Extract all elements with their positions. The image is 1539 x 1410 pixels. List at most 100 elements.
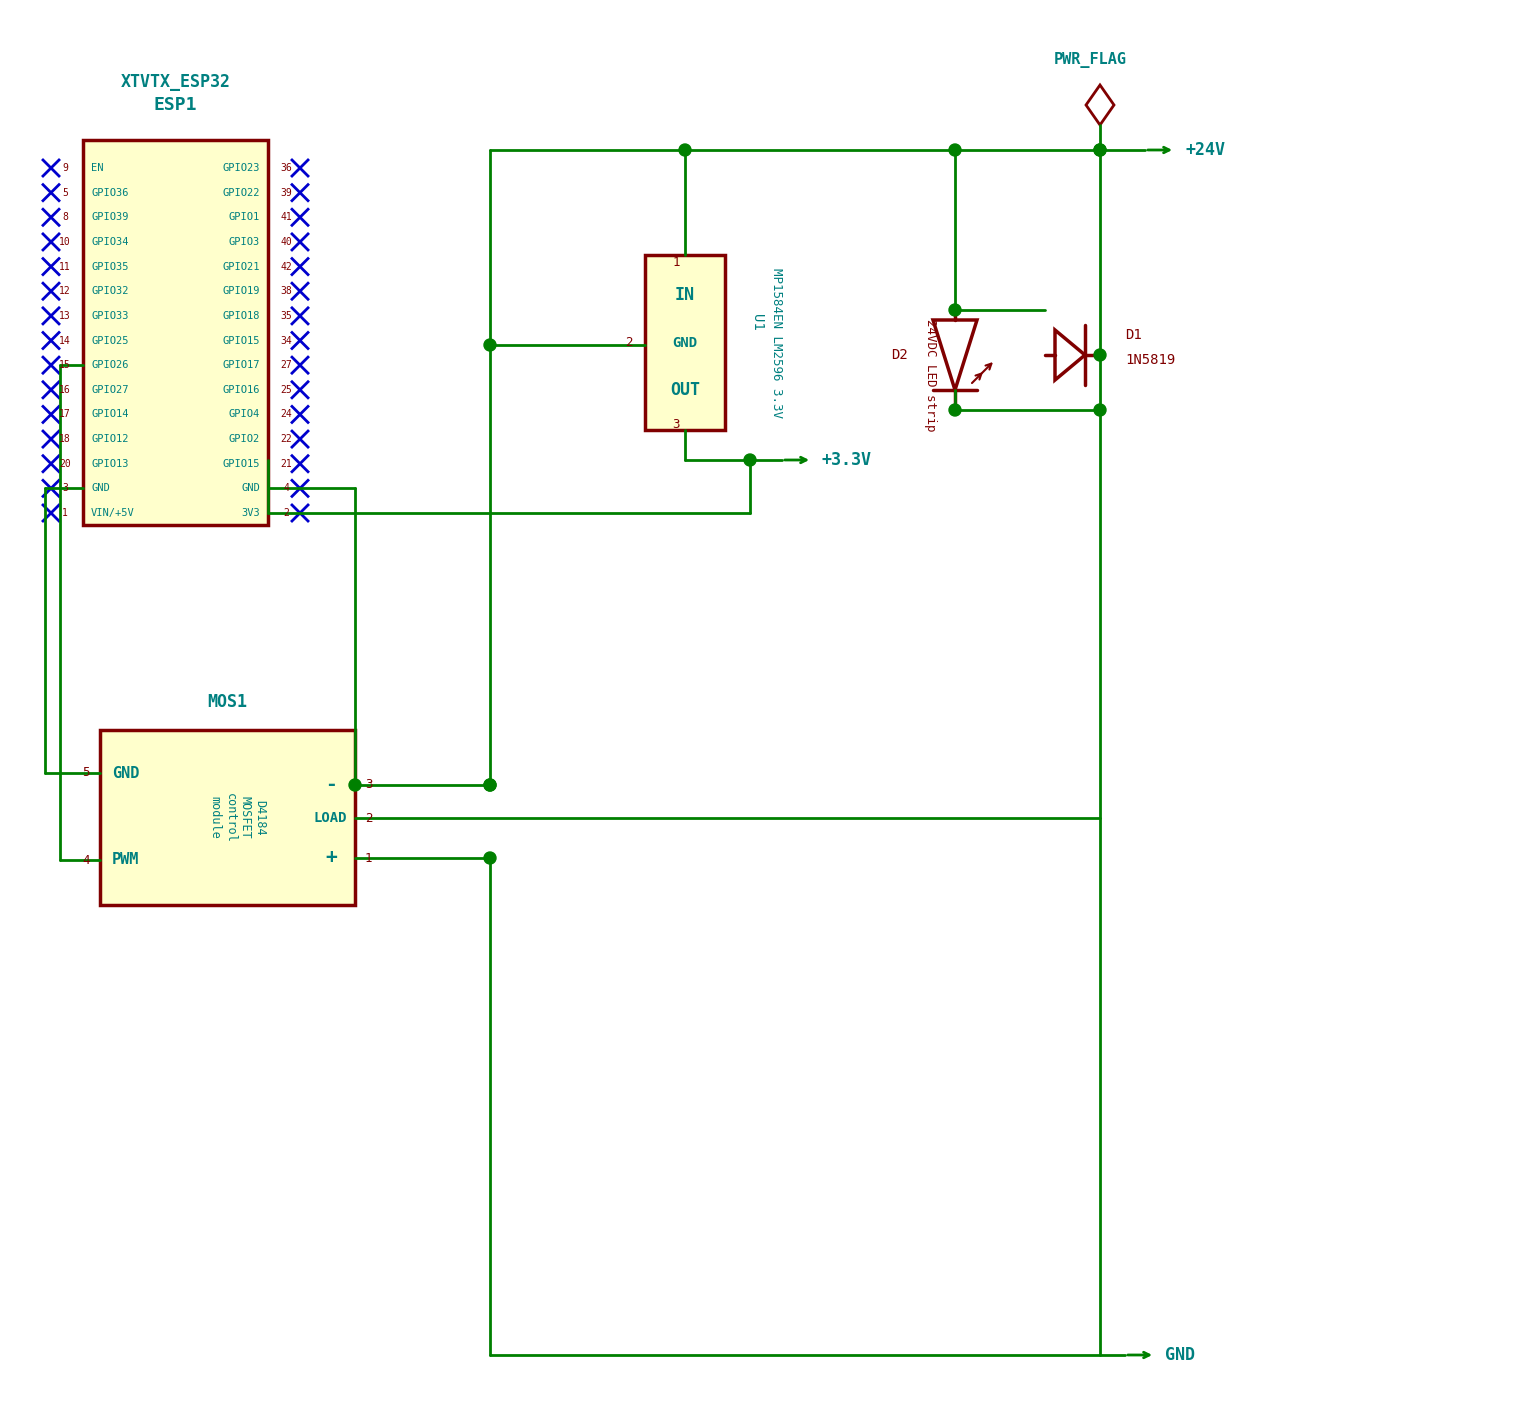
Text: 27: 27	[280, 360, 292, 371]
Text: 22: 22	[280, 434, 292, 444]
Text: 36: 36	[280, 164, 292, 173]
Text: 42: 42	[280, 262, 292, 272]
Text: GPIO26: GPIO26	[91, 360, 128, 371]
Text: GPIO15: GPIO15	[223, 458, 260, 468]
Circle shape	[483, 852, 496, 864]
Text: GND: GND	[91, 484, 109, 494]
Text: 35: 35	[280, 310, 292, 321]
Text: 8: 8	[62, 213, 68, 223]
Text: 2: 2	[625, 337, 633, 350]
Bar	[83, 140, 268, 525]
Text: XTVTX_ESP32: XTVTX_ESP32	[120, 73, 231, 92]
Text: 11: 11	[58, 262, 71, 272]
Text: GPIO27: GPIO27	[91, 385, 128, 395]
Text: 4: 4	[83, 853, 89, 867]
Text: GPIO16: GPIO16	[223, 385, 260, 395]
Text: 17: 17	[58, 409, 71, 419]
Circle shape	[1094, 144, 1107, 157]
Text: 20: 20	[58, 458, 71, 468]
Text: 21: 21	[280, 458, 292, 468]
Circle shape	[483, 778, 496, 791]
Text: 9: 9	[62, 164, 68, 173]
Text: GPIO1: GPIO1	[229, 213, 260, 223]
Text: 1: 1	[673, 257, 680, 269]
Text: GND: GND	[112, 766, 140, 781]
Text: 40: 40	[280, 237, 292, 247]
Text: GPIO17: GPIO17	[223, 360, 260, 371]
Bar	[100, 730, 356, 905]
Circle shape	[1094, 144, 1107, 157]
Text: 1: 1	[365, 852, 372, 864]
Text: GND: GND	[1165, 1347, 1194, 1363]
Text: GPIO34: GPIO34	[91, 237, 128, 247]
Circle shape	[349, 778, 362, 791]
Text: GPIO35: GPIO35	[91, 262, 128, 272]
Text: +: +	[325, 849, 337, 867]
Text: GPIO4: GPIO4	[229, 409, 260, 419]
Text: 3: 3	[673, 419, 680, 431]
Text: 10: 10	[58, 237, 71, 247]
Text: VIN/+5V: VIN/+5V	[91, 508, 135, 517]
Text: 38: 38	[280, 286, 292, 296]
Text: GPIO32: GPIO32	[91, 286, 128, 296]
Text: 3V3: 3V3	[242, 508, 260, 517]
Text: GPIO39: GPIO39	[91, 213, 128, 223]
Text: 13: 13	[58, 310, 71, 321]
Text: GPIO21: GPIO21	[223, 262, 260, 272]
Circle shape	[679, 144, 691, 157]
Text: LOAD: LOAD	[314, 811, 346, 825]
Text: 14: 14	[58, 336, 71, 345]
Text: +3.3V: +3.3V	[822, 451, 873, 470]
Text: MOS1: MOS1	[208, 692, 248, 711]
Circle shape	[1094, 405, 1107, 416]
Text: -: -	[325, 776, 337, 794]
Text: 24VDC LED strip: 24VDC LED strip	[923, 319, 937, 431]
Text: GPIO33: GPIO33	[91, 310, 128, 321]
Circle shape	[743, 454, 756, 465]
Text: PWM: PWM	[112, 853, 140, 867]
Circle shape	[950, 305, 960, 316]
Text: 5: 5	[83, 767, 89, 780]
Text: ESP1: ESP1	[154, 96, 197, 114]
Text: D2: D2	[891, 348, 908, 362]
Text: 2: 2	[365, 812, 372, 825]
Text: GPIO3: GPIO3	[229, 237, 260, 247]
Text: GPIO13: GPIO13	[91, 458, 128, 468]
Circle shape	[950, 405, 960, 416]
Text: PWR_FLAG: PWR_FLAG	[1054, 52, 1127, 68]
Text: EN: EN	[91, 164, 103, 173]
Text: GPIO23: GPIO23	[223, 164, 260, 173]
Circle shape	[483, 778, 496, 791]
Text: 41: 41	[280, 213, 292, 223]
Text: MP1584EN LM2596 3.3V: MP1584EN LM2596 3.3V	[770, 268, 783, 417]
Text: 18: 18	[58, 434, 71, 444]
Text: 1N5819: 1N5819	[1125, 352, 1176, 367]
Text: 15: 15	[58, 360, 71, 371]
Text: IN: IN	[676, 286, 696, 305]
Text: 3: 3	[365, 778, 372, 791]
Text: 4: 4	[283, 484, 289, 494]
Text: GND: GND	[242, 484, 260, 494]
Text: 5: 5	[62, 188, 68, 197]
Bar	[645, 255, 725, 430]
Text: +24V: +24V	[1185, 141, 1225, 159]
Text: 16: 16	[58, 385, 71, 395]
Text: D1: D1	[1125, 329, 1142, 343]
Text: GPIO2: GPIO2	[229, 434, 260, 444]
Text: GPIO19: GPIO19	[223, 286, 260, 296]
Text: 34: 34	[280, 336, 292, 345]
Circle shape	[1094, 350, 1107, 361]
Circle shape	[483, 338, 496, 351]
Text: D4184
MOSFET
control
module: D4184 MOSFET control module	[208, 792, 266, 842]
Text: OUT: OUT	[669, 381, 700, 399]
Text: GPIO18: GPIO18	[223, 310, 260, 321]
Text: GPIO25: GPIO25	[91, 336, 128, 345]
Text: GPIO15: GPIO15	[223, 336, 260, 345]
Text: U1: U1	[749, 314, 763, 331]
Text: GPIO14: GPIO14	[91, 409, 128, 419]
Text: GPIO36: GPIO36	[91, 188, 128, 197]
Text: 3: 3	[62, 484, 68, 494]
Text: 25: 25	[280, 385, 292, 395]
Text: 12: 12	[58, 286, 71, 296]
Text: GPIO22: GPIO22	[223, 188, 260, 197]
